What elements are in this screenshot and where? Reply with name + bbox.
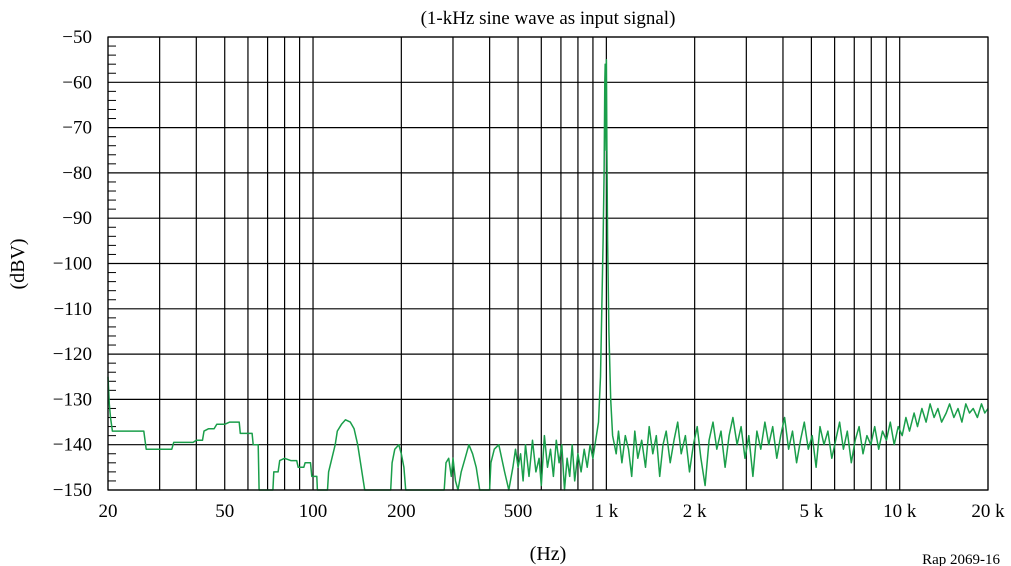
x-tick-label: 20 k [971, 501, 1005, 522]
x-axis-label: (Hz) [530, 543, 567, 565]
x-tick-label: 500 [504, 501, 533, 522]
y-tick-label: −150 [53, 480, 92, 501]
y-tick-label: −130 [53, 389, 92, 410]
y-tick-label: −140 [53, 435, 92, 456]
series-layer [107, 58, 989, 491]
grid [107, 36, 989, 491]
y-tick-label: −70 [62, 118, 92, 139]
y-tick-label: −110 [53, 299, 92, 320]
x-tick-labels: 20 50 100 200 500 1 k 2 k 5 k 10 k 20 k [99, 501, 1006, 522]
x-tick-label: 20 [99, 501, 118, 522]
y-tick-label: −60 [62, 72, 92, 93]
x-tick-label: 50 [215, 501, 234, 522]
y-tick-label: −120 [53, 344, 92, 365]
spectrum-line [107, 58, 989, 491]
y-tick-label: −80 [62, 163, 92, 184]
x-tick-label: 5 k [800, 501, 824, 522]
y-tick-label: −100 [53, 254, 92, 275]
chart-title: (1-kHz sine wave as input signal) [421, 8, 676, 29]
figure-reference: Rap 2069-16 [922, 552, 1000, 566]
x-tick-label: 1 k [594, 501, 618, 522]
y-tick-label: −50 [62, 27, 92, 48]
x-tick-label: 200 [387, 501, 416, 522]
y-tick-labels: −50 −60 −70 −80 −90 −100 −110 −120 −130 −140 −150 [53, 27, 92, 501]
x-tick-label: 100 [299, 501, 328, 522]
x-tick-label: 2 k [683, 501, 707, 522]
y-tick-label: −90 [62, 208, 92, 229]
y-minor-ticks [108, 45, 116, 482]
x-tick-label: 10 k [883, 501, 917, 522]
y-axis-label: (dBV) [7, 238, 29, 289]
plot-frame [107, 36, 989, 491]
